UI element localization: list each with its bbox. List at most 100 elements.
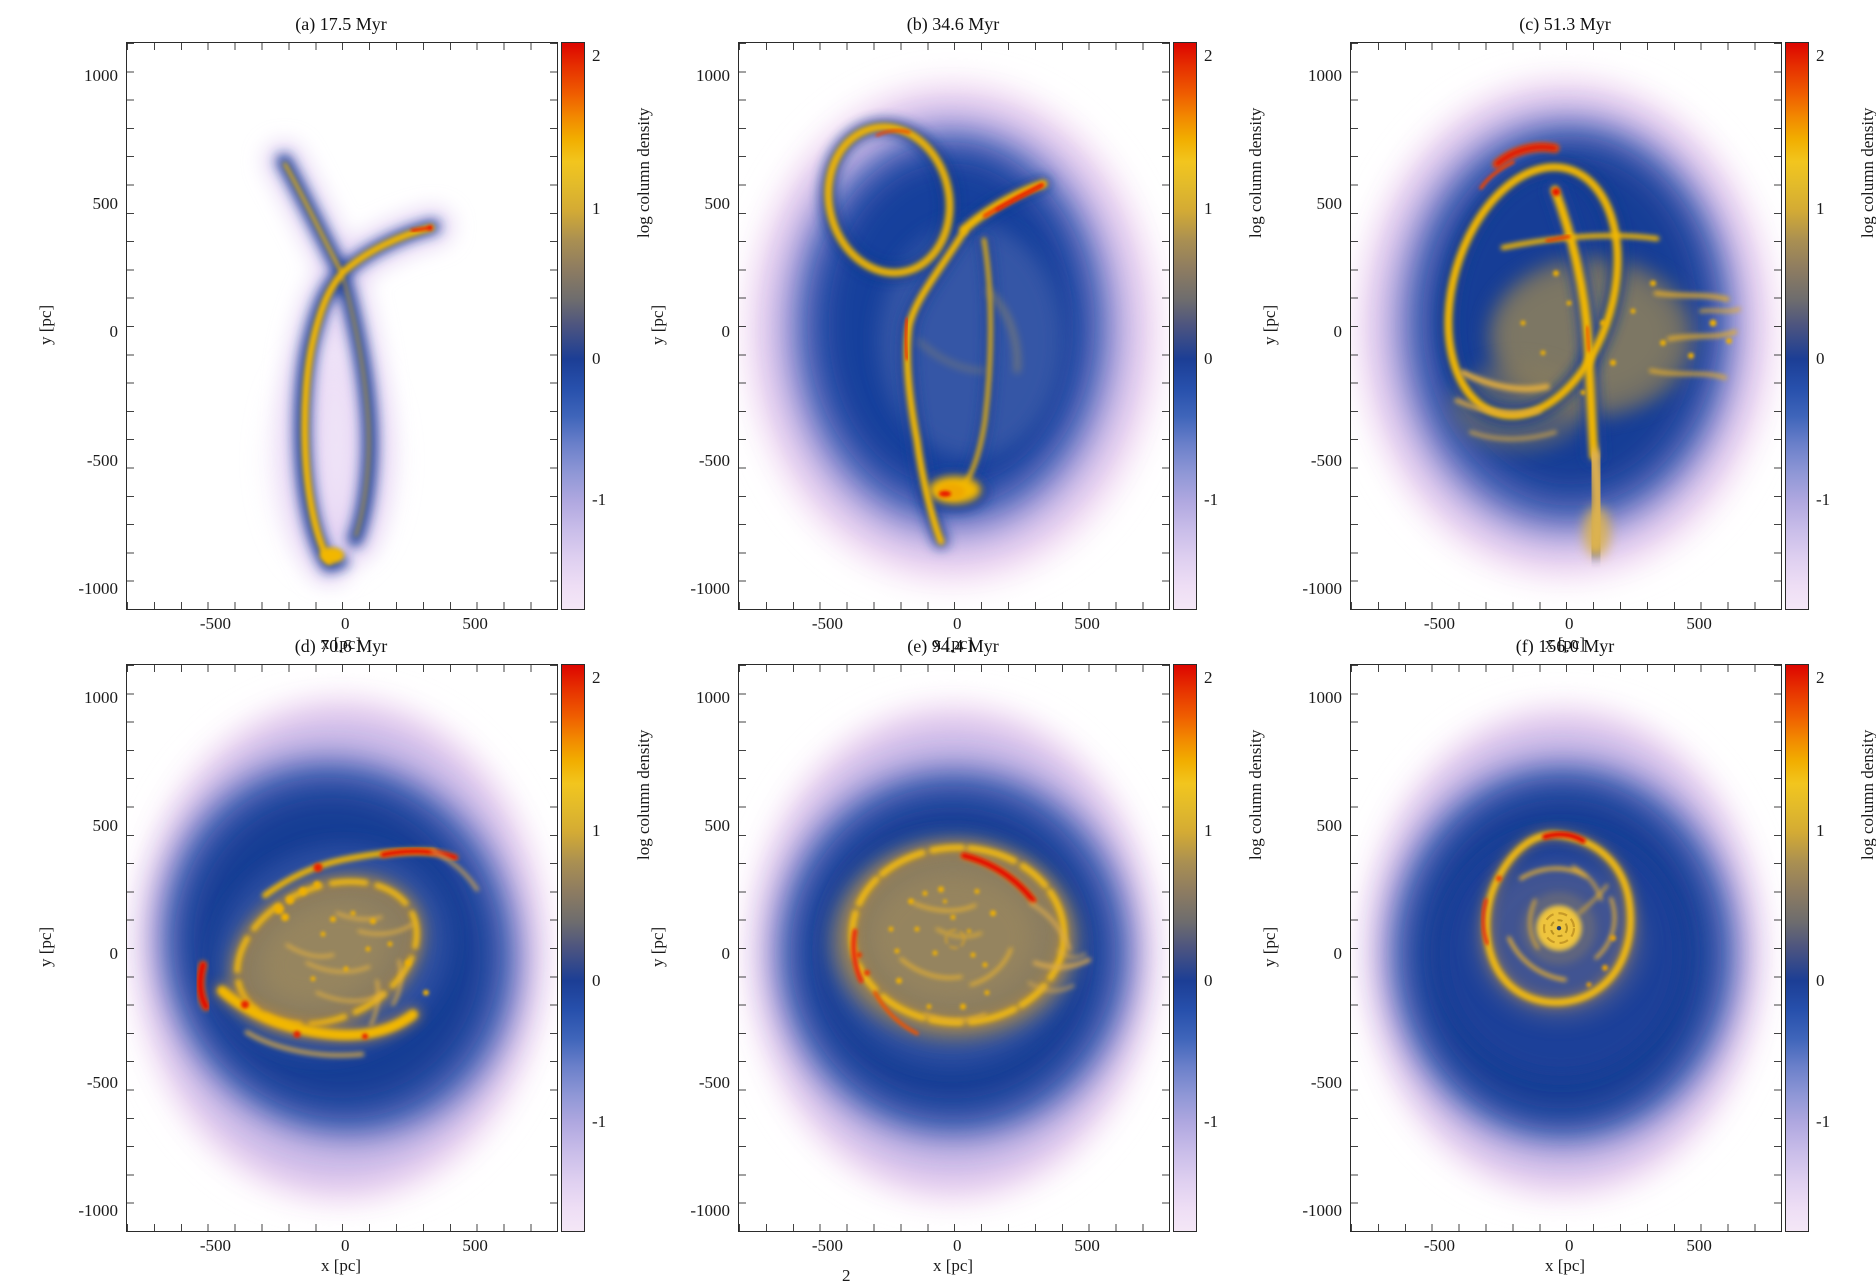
y-tick-label: -1000: [1302, 1200, 1342, 1220]
colorbar-tick-label: 1: [592, 198, 601, 218]
density-panel: (c) 51.3 Myr y [pc] 1000 500 0 -500 -100…: [1224, 0, 1876, 660]
y-tick-label: 500: [1316, 194, 1343, 214]
colorbar-ticks: 2 1 0 -1: [1816, 664, 1852, 1230]
plot-area: [1350, 664, 1782, 1232]
y-tick-label: 0: [109, 322, 119, 342]
y-axis-label: y [pc]: [648, 926, 667, 968]
x-tick-label: -500: [1423, 614, 1456, 633]
density-panel: (b) 34.6 Myr y [pc] 1000 500 0 -500 -100…: [612, 0, 1272, 660]
x-tick-label: -500: [1423, 1236, 1456, 1255]
y-axis-ticks: 1000 500 0 -500 -1000: [1282, 42, 1342, 608]
y-tick-label: -500: [86, 450, 118, 470]
colorbar-tick-label: 1: [1204, 198, 1213, 218]
colorbar-tick-label: 0: [1204, 348, 1213, 368]
panel-title: (e) 94.4 Myr: [907, 636, 999, 656]
column-density-map: [747, 82, 1159, 584]
y-axis-label: y [pc]: [36, 926, 55, 968]
x-axis-ticks: -500 0 500: [126, 614, 556, 634]
x-tick-label: 500: [1074, 1236, 1100, 1255]
colorbar-ticks: 2 1 0 -1: [592, 42, 628, 608]
y-axis-label: y [pc]: [36, 304, 55, 346]
colorbar-tick-label: -1: [592, 1112, 607, 1132]
colorbar-tick-label: 2: [1204, 668, 1213, 688]
colorbar-axis-label: log column density: [1858, 107, 1876, 238]
colorbar-tick-label: 1: [1204, 820, 1213, 840]
density-panel: (a) 17.5 Myr y [pc] 1000 500 0 -500 -100…: [0, 0, 660, 660]
y-tick-label: -1000: [690, 1200, 730, 1220]
y-tick-label: -500: [1310, 1072, 1342, 1092]
y-tick-label: 0: [109, 944, 119, 964]
colorbar-tick-label: 0: [592, 348, 601, 368]
y-axis-ticks: 1000 500 0 -500 -1000: [1282, 664, 1342, 1230]
x-tick-label: -500: [811, 614, 844, 633]
colorbar-tick-label: -1: [592, 490, 607, 510]
colorbar-tick-label: 2: [592, 668, 601, 688]
column-density-map: [1358, 78, 1774, 580]
y-tick-label: -500: [86, 1072, 118, 1092]
x-axis-ticks: -500 0 500: [738, 614, 1168, 634]
panel-title: (a) 17.5 Myr: [295, 14, 387, 34]
y-axis-ticks: 1000 500 0 -500 -1000: [58, 664, 118, 1230]
y-axis-label: y [pc]: [1260, 304, 1279, 346]
colorbar-tick-label: 1: [592, 820, 601, 840]
colorbar-tick-label: 0: [1816, 970, 1825, 990]
x-tick-label: 0: [953, 614, 962, 633]
x-tick-label: 500: [462, 1236, 488, 1255]
y-tick-label: 1000: [696, 65, 730, 85]
colorbar: [1785, 42, 1809, 610]
y-tick-label: 1000: [1308, 65, 1342, 85]
plot-area: [738, 42, 1170, 610]
colorbar-tick-label: 0: [1816, 348, 1825, 368]
column-density-map: [749, 704, 1157, 1202]
y-tick-label: 0: [1333, 322, 1343, 342]
colorbar-tick-label: -1: [1816, 1112, 1831, 1132]
column-density-map: [135, 697, 547, 1203]
x-axis-ticks: -500 0 500: [1350, 614, 1780, 634]
y-tick-label: -1000: [1302, 578, 1342, 598]
x-tick-label: -500: [199, 614, 232, 633]
density-panel: (e) 94.4 Myr y [pc] 1000 500 0 -500 -100…: [612, 622, 1272, 1282]
panel-title: (d) 70.6 Myr: [294, 636, 388, 656]
x-axis-ticks: -500 0 500: [126, 1236, 556, 1256]
plot-area: [1350, 42, 1782, 610]
x-axis-ticks: -500 0 500: [1350, 1236, 1780, 1256]
y-axis-ticks: 1000 500 0 -500 -1000: [670, 664, 730, 1230]
colorbar: [561, 664, 585, 1232]
y-tick-label: 0: [1333, 944, 1343, 964]
x-tick-label: -500: [811, 1236, 844, 1255]
x-axis-ticks: -500 0 500: [738, 1236, 1168, 1256]
y-tick-label: -500: [698, 450, 730, 470]
y-tick-label: 500: [704, 816, 731, 836]
colorbar-tick-label: 0: [1204, 970, 1213, 990]
plot-area: [126, 42, 558, 610]
colorbar-tick-label: 2: [1204, 46, 1213, 66]
x-axis-label: x [pc]: [320, 1256, 362, 1275]
y-axis-ticks: 1000 500 0 -500 -1000: [670, 42, 730, 608]
plot-area: [126, 664, 558, 1232]
y-tick-label: 1000: [84, 65, 118, 85]
y-tick-label: 1000: [1308, 687, 1342, 707]
colorbar-tick-label: -1: [1204, 490, 1219, 510]
colorbar: [1173, 42, 1197, 610]
caption-fragment: 2: [842, 1266, 851, 1284]
y-tick-label: 500: [92, 816, 119, 836]
y-tick-label: 1000: [696, 687, 730, 707]
x-tick-label: 500: [462, 614, 488, 633]
colorbar-axis-label: log column density: [1858, 729, 1876, 860]
x-tick-label: 500: [1686, 614, 1712, 633]
y-axis-ticks: 1000 500 0 -500 -1000: [58, 42, 118, 608]
y-tick-label: 0: [721, 944, 731, 964]
y-tick-label: 0: [721, 322, 731, 342]
y-tick-label: -500: [1310, 450, 1342, 470]
panel-title: (b) 34.6 Myr: [906, 14, 1000, 34]
colorbar-tick-label: 2: [1816, 668, 1825, 688]
x-axis-label: x [pc]: [932, 634, 974, 653]
column-density-map: [1364, 706, 1764, 1198]
colorbar-tick-label: -1: [1204, 1112, 1219, 1132]
panel-title: (f) 156.0 Myr: [1515, 636, 1615, 656]
colorbar: [561, 42, 585, 610]
x-axis-label: x [pc]: [320, 634, 362, 653]
colorbar-tick-label: 2: [592, 46, 601, 66]
colorbar-tick-label: -1: [1816, 490, 1831, 510]
x-tick-label: 0: [1565, 614, 1574, 633]
